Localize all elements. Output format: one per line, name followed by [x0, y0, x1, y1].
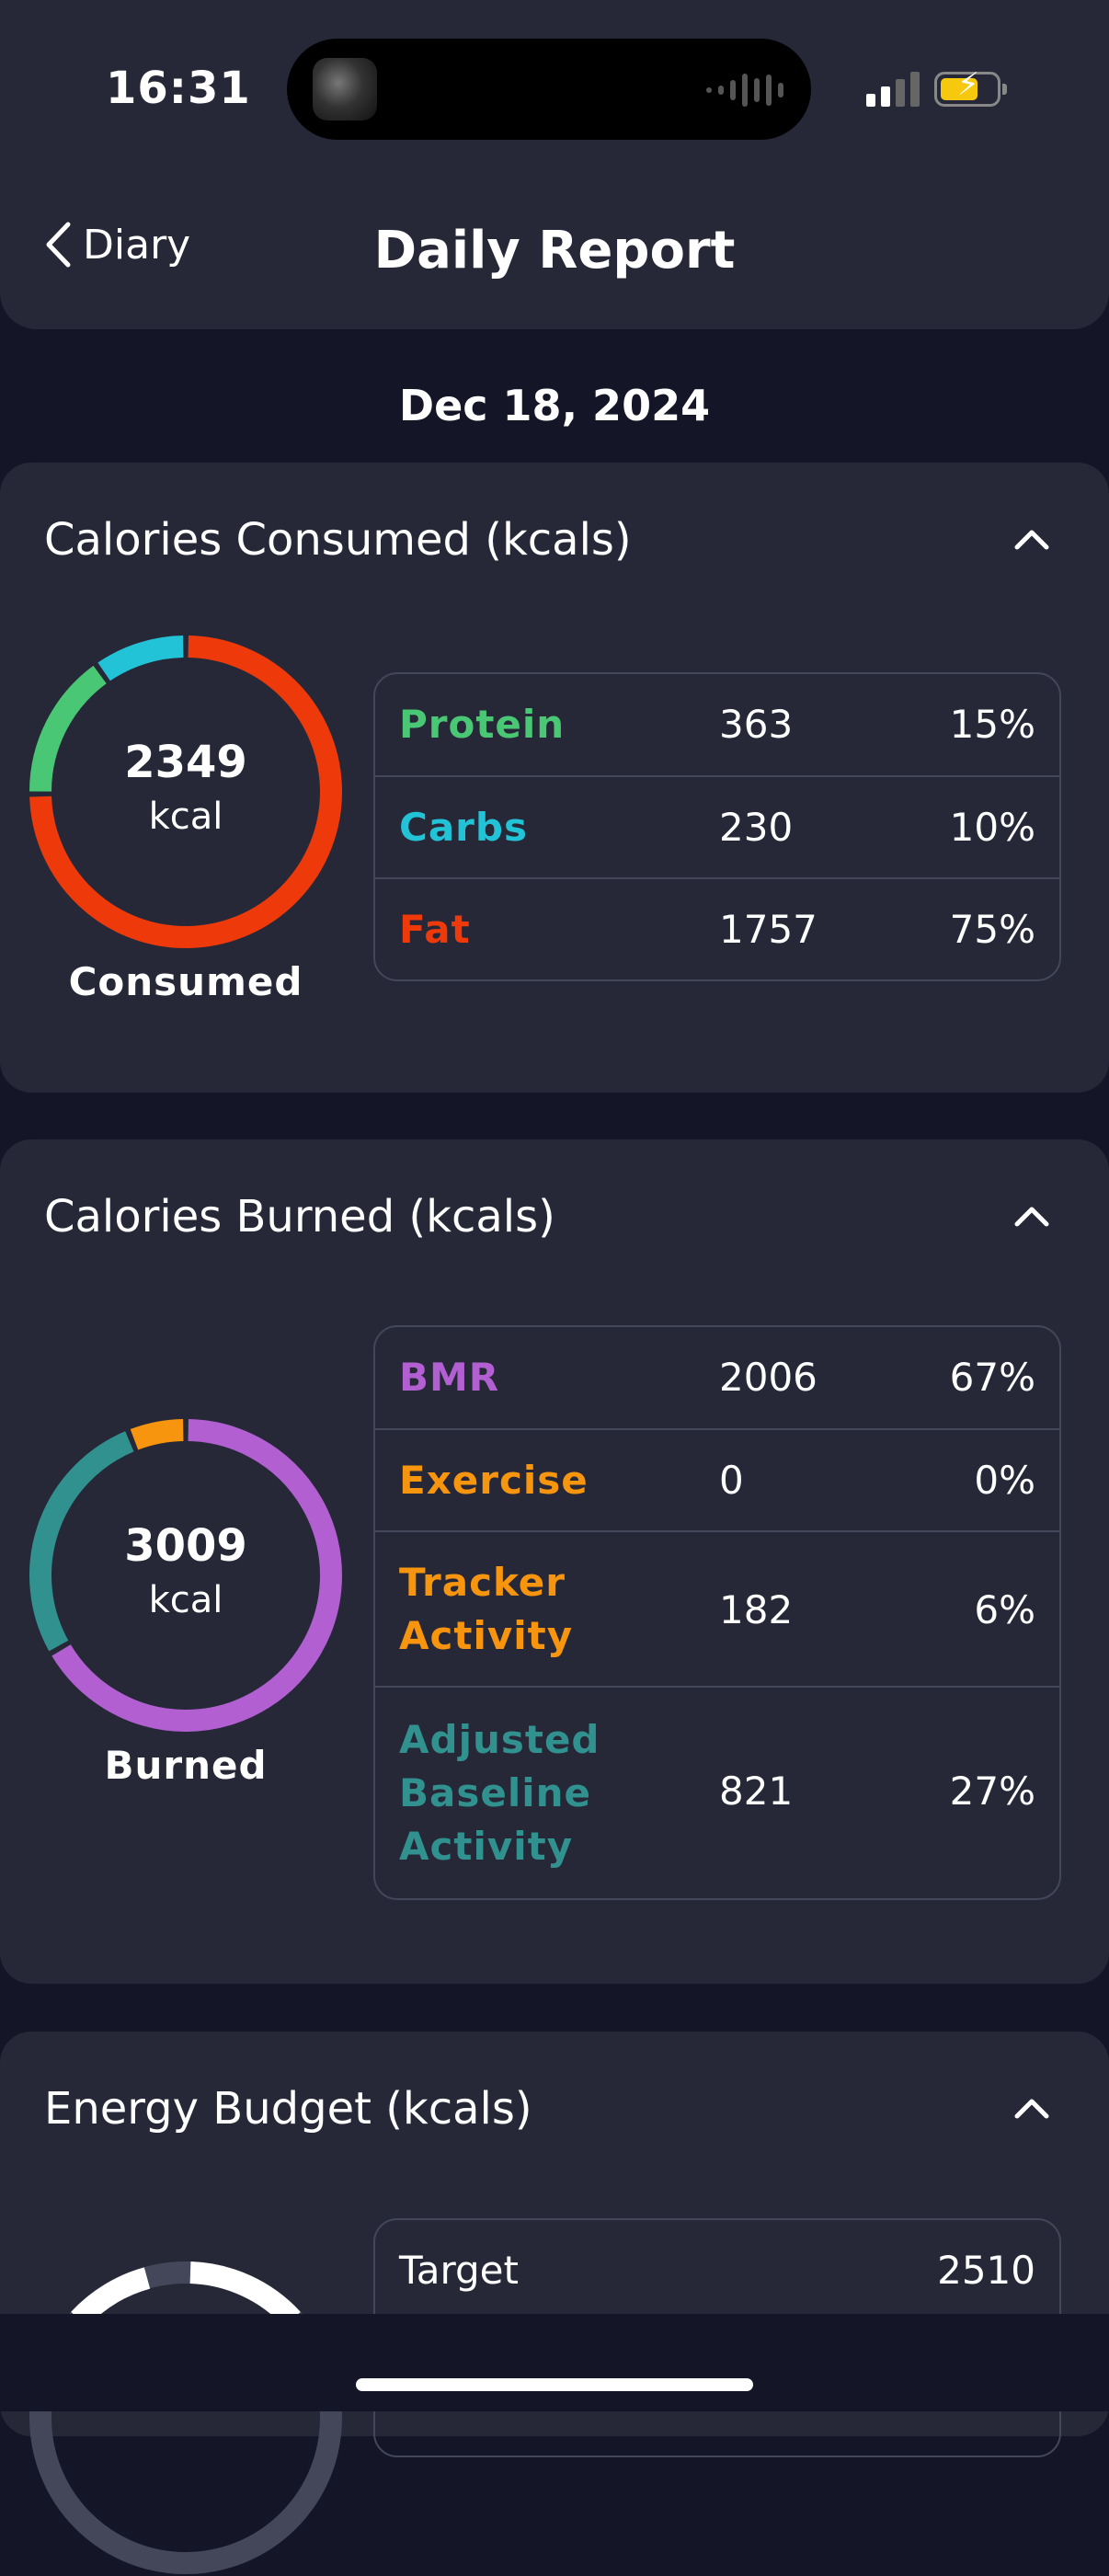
donut-segment-tracker — [130, 1419, 184, 1450]
burned-percent: 67% — [949, 1355, 1035, 1400]
burned-name-exercise: Exercise — [399, 1458, 589, 1503]
burned-value: 821 — [719, 1769, 794, 1814]
table-row: BMR 2006 67% — [375, 1327, 1059, 1428]
macro-value: 363 — [719, 702, 794, 747]
burned-donut-chart — [29, 1419, 342, 1732]
burned-value: 2006 — [719, 1355, 817, 1400]
table-row: Protein 363 15% — [375, 674, 1059, 775]
calories-consumed-card: Calories Consumed (kcals) 2349 kcal Cons… — [0, 463, 1109, 1093]
table-row: Fat 1757 75% — [375, 877, 1059, 979]
home-indicator-area — [0, 2314, 1109, 2411]
burned-total: 3009 kcal — [28, 1520, 344, 1621]
donut-segment-baseline — [29, 1431, 134, 1652]
table-row: Carbs 230 10% — [375, 775, 1059, 877]
donut-segment-bmr — [51, 1419, 342, 1732]
energy-donut-chart — [29, 2261, 342, 2574]
chevron-up-icon[interactable] — [1013, 1204, 1050, 1228]
dynamic-island — [287, 39, 811, 140]
now-playing-artwork — [313, 58, 377, 120]
audio-waveform-icon — [706, 72, 783, 109]
burned-value: 0 — [719, 1458, 744, 1503]
macro-percent: 10% — [949, 805, 1035, 850]
macro-percent: 15% — [949, 702, 1035, 747]
consumed-donut-chart — [29, 635, 342, 948]
back-button-label: Diary — [83, 221, 191, 269]
card-title: Energy Budget (kcals) — [44, 2083, 532, 2135]
page-title: Daily Report — [373, 221, 736, 280]
chevron-up-icon[interactable] — [1013, 527, 1050, 551]
burned-breakdown-table: BMR 2006 67% Exercise 0 0% Tracker Activ… — [373, 1325, 1061, 1900]
burned-total-unit: kcal — [148, 1579, 223, 1621]
burned-name-adjusted-baseline: Adjusted Baseline Activity — [399, 1717, 600, 1869]
donut-segment-protein — [29, 665, 107, 792]
donut-segment-fat — [29, 635, 342, 948]
donut-segment-carbs — [97, 635, 184, 681]
table-row: Tracker Activity 182 6% — [375, 1530, 1059, 1686]
chevron-left-icon — [46, 222, 71, 268]
card-title: Calories Consumed (kcals) — [44, 514, 632, 566]
chevron-up-icon[interactable] — [1013, 2096, 1050, 2120]
cellular-signal-icon — [866, 72, 920, 107]
burned-percent: 27% — [949, 1769, 1035, 1814]
energy-value: 2510 — [937, 2248, 1035, 2293]
burned-percent: 6% — [974, 1587, 1035, 1632]
back-button[interactable]: Diary — [44, 221, 190, 269]
burned-percent: 0% — [974, 1458, 1035, 1503]
card-title: Calories Burned (kcals) — [44, 1191, 555, 1242]
table-row: Exercise 0 0% — [375, 1428, 1059, 1530]
consumed-total: 2349 kcal — [28, 737, 344, 838]
calories-burned-card: Calories Burned (kcals) 3009 kcal Burned… — [0, 1139, 1109, 1984]
consumed-total-unit: kcal — [148, 796, 223, 838]
table-row: Adjusted Baseline Activity 821 27% — [375, 1686, 1059, 1898]
burned-value: 182 — [719, 1587, 794, 1632]
burned-total-value: 3009 — [124, 1520, 247, 1572]
battery-charging-icon: ⚡ — [934, 69, 1007, 107]
burned-name-bmr: BMR — [399, 1355, 500, 1400]
macro-value: 1757 — [719, 907, 817, 952]
consumed-total-value: 2349 — [124, 737, 247, 788]
macro-value: 230 — [719, 805, 794, 850]
macro-percent: 75% — [949, 907, 1035, 952]
consumed-macro-table: Protein 363 15% Carbs 230 10% Fat 1757 7… — [373, 672, 1061, 981]
burned-label: Burned — [104, 1743, 268, 1788]
macro-name-fat: Fat — [399, 907, 471, 952]
energy-name-target: Target — [399, 2248, 519, 2293]
home-indicator[interactable] — [356, 2378, 753, 2391]
consumed-label: Consumed — [68, 959, 303, 1004]
report-date: Dec 18, 2024 — [398, 381, 711, 430]
burned-name-tracker-activity: Tracker Activity — [399, 1560, 574, 1658]
top-bar: 16:31 ⚡ Diary Daily Report — [0, 0, 1109, 329]
macro-name-protein: Protein — [399, 702, 566, 747]
table-row: Target 2510 — [375, 2220, 1059, 2321]
status-time: 16:31 — [106, 63, 251, 114]
macro-name-carbs: Carbs — [399, 805, 528, 850]
